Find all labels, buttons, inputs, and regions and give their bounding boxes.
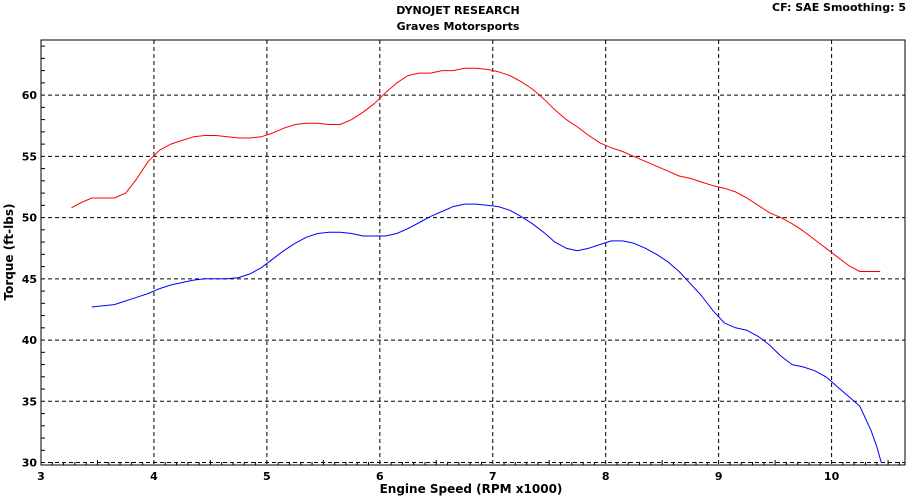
y-tick-label: 60 (22, 89, 38, 102)
settings-readout: CF: SAE Smoothing: 5 (772, 1, 906, 14)
plot-frame (40, 39, 906, 466)
y-tick-label: 30 (22, 457, 38, 470)
x-tick-label: 6 (376, 470, 384, 483)
y-axis-label: Torque (ft-lbs) (2, 204, 16, 301)
chart-title: DYNOJET RESEARCH (396, 4, 519, 17)
x-axis-label: Engine Speed (RPM x1000) (380, 482, 563, 496)
x-tick-label: 9 (715, 470, 723, 483)
x-tick-label: 7 (489, 470, 497, 483)
x-tick-label: 4 (150, 470, 158, 483)
chart-subtitle: Graves Motorsports (397, 20, 520, 33)
y-tick-label: 55 (22, 150, 37, 163)
x-tick-label: 5 (263, 470, 271, 483)
y-tick-label: 50 (22, 212, 38, 225)
x-tick-label: 10 (824, 470, 840, 483)
grid (41, 40, 905, 465)
x-tick-label: 8 (602, 470, 610, 483)
y-tick-label: 40 (22, 334, 38, 347)
torque-series-line-1 (71, 67, 881, 272)
x-tick-label: 3 (37, 470, 45, 483)
y-tick-label: 35 (22, 395, 37, 408)
torque-series-line-2 (91, 203, 882, 463)
series-group (71, 67, 882, 463)
y-tick-label: 45 (22, 273, 37, 286)
